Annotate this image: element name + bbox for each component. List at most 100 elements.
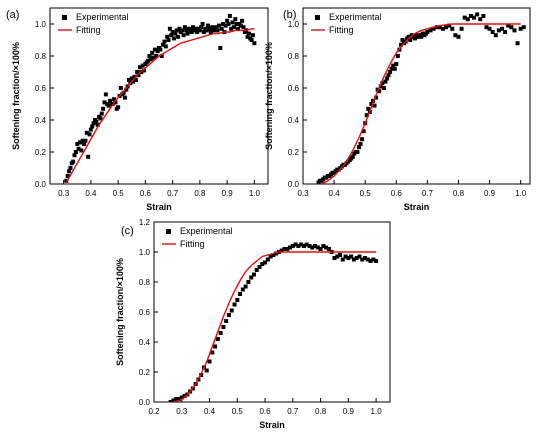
experimental-point [90, 124, 95, 129]
experimental-point [221, 325, 226, 329]
fitting-curve [173, 251, 377, 402]
experimental-point [201, 30, 206, 34]
experimental-point [369, 102, 374, 106]
panel-label: (c) [121, 225, 134, 237]
x-tick-label: 0.6 [391, 189, 403, 198]
experimental-point [170, 30, 175, 34]
experimental-point [338, 253, 343, 257]
experimental-point [240, 18, 245, 23]
y-axis-title: Softening fraction/×100% [115, 258, 125, 366]
experimental-point [121, 90, 126, 95]
experimental-point [384, 76, 389, 81]
experimental-point [163, 44, 168, 49]
experimental-point [83, 138, 88, 143]
legend-label-experimental: Experimental [180, 226, 233, 236]
x-tick-label: 0.5 [113, 189, 125, 198]
experimental-point [234, 22, 239, 26]
experimental-point [67, 169, 72, 174]
experimental-point [174, 28, 179, 33]
experimental-point [171, 36, 176, 41]
experimental-point [355, 150, 360, 154]
y-axis-title: Softening fraction/×100% [264, 42, 274, 150]
x-tick-label: 0.8 [315, 407, 327, 416]
experimental-point [431, 26, 436, 31]
experimental-point [218, 331, 223, 335]
experimental-point [226, 313, 231, 317]
experimental-point [241, 25, 246, 30]
experimental-point [395, 54, 400, 58]
experimental-point [288, 245, 293, 250]
experimental-point [368, 259, 373, 263]
x-tick-label: 0.6 [140, 189, 152, 198]
y-tick-label: 0.4 [288, 116, 300, 125]
experimental-point [112, 97, 117, 102]
experimental-point [465, 17, 470, 22]
experimental-point [137, 65, 142, 70]
experimental-point [392, 66, 397, 71]
experimental-point [229, 308, 234, 313]
plot-area [168, 242, 379, 402]
experimental-point [246, 31, 251, 36]
experimental-point [129, 76, 134, 81]
x-tick-label: 1.0 [371, 407, 383, 416]
experimental-point [148, 57, 153, 62]
experimental-point [315, 245, 320, 250]
experimental-point [215, 337, 220, 341]
y-tick-label: 0.6 [288, 84, 300, 93]
experimental-point [124, 87, 129, 92]
experimental-point [456, 34, 461, 39]
x-tick-label: 0.2 [148, 407, 160, 416]
experimental-point [225, 18, 230, 23]
experimental-point [146, 58, 151, 63]
experimental-point [279, 248, 284, 253]
experimental-point [389, 66, 394, 71]
experimental-point [72, 153, 77, 158]
experimental-point [386, 73, 391, 78]
x-tick-label: 0.7 [422, 189, 434, 198]
experimental-point [440, 26, 445, 31]
experimental-point [181, 33, 186, 38]
panel-b: (b) 0.3 0.4 0.5 0.6 0.7 0.8 0.9 1.0 0.0 0.2 0.4 0.6 0… [264, 7, 531, 212]
panel-c: (c)0.2 0.3 0.4 0.5 0.6 0.7 0.8 0.9 1.00.00.20.40… [115, 218, 391, 430]
experimental-point [324, 245, 329, 250]
plot-area [316, 12, 526, 184]
y-tick-label: 0.0 [288, 180, 300, 189]
y-tick-label: 0.8 [35, 52, 47, 61]
experimental-point [238, 292, 243, 296]
x-axis-title: Strain [404, 202, 430, 212]
panel-a: (a) 0.3 0.4 0.5 0.6 0.7 0.8 0.9 1.0 0.0 0.2 0.4 0.6 0… [6, 7, 269, 212]
experimental-point [509, 25, 514, 30]
experimental-point [116, 105, 121, 110]
experimental-point [166, 38, 171, 42]
experimental-point [86, 154, 91, 159]
legend-label-fitting: Fitting [329, 25, 354, 35]
experimental-point [285, 247, 290, 251]
experimental-point [357, 254, 362, 259]
experimental-point [168, 400, 173, 402]
x-tick-label: 0.7 [287, 407, 299, 416]
experimental-point [249, 38, 254, 42]
experimental-point [204, 368, 209, 373]
experimental-point [215, 28, 220, 33]
experimental-point [391, 63, 396, 68]
experimental-point [361, 129, 366, 134]
experimental-point [167, 26, 172, 31]
x-tick-label: 0.5 [232, 407, 244, 416]
experimental-point [135, 70, 140, 74]
experimental-point [236, 26, 241, 31]
experimental-point [171, 398, 176, 402]
experimental-point [118, 86, 123, 90]
experimental-point [468, 14, 473, 18]
experimental-point [88, 127, 93, 132]
x-axis-title: Strain [146, 202, 172, 212]
experimental-point [378, 84, 383, 89]
experimental-point [140, 63, 145, 68]
experimental-point [512, 28, 517, 33]
experimental-point [113, 100, 118, 105]
experimental-point [184, 28, 189, 33]
experimental-point [221, 22, 226, 26]
experimental-point [73, 150, 78, 154]
x-tick-label: 0.9 [222, 189, 234, 198]
legend-marker-experimental [315, 15, 320, 20]
experimental-point [365, 257, 370, 262]
